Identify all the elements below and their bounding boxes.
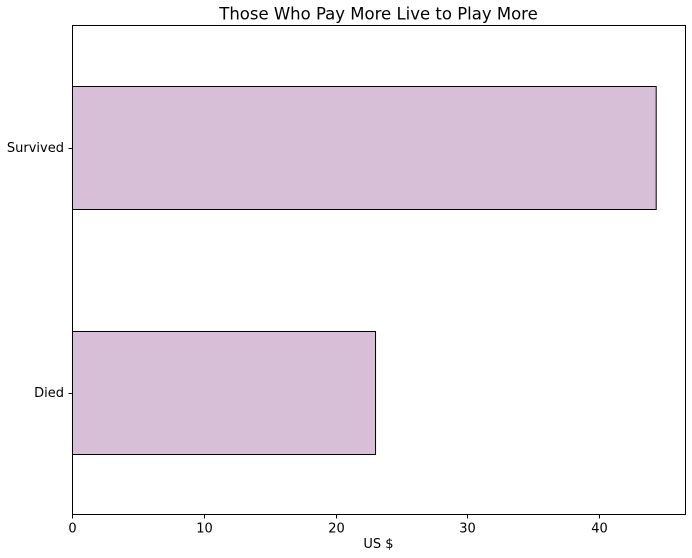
chart-title: Those Who Pay More Live to Play More (218, 5, 538, 24)
x-tick-label: 20 (328, 522, 345, 537)
y-tick-label-survived: Survived (7, 141, 64, 156)
plot-frame (72, 25, 686, 515)
x-tick-label: 30 (459, 522, 476, 537)
y-axis-ticks: Survived Died (7, 141, 72, 401)
bar-survived (72, 86, 657, 210)
x-tick-label: 0 (68, 522, 76, 537)
x-axis-label: US $ (363, 537, 393, 552)
x-tick-label: 10 (196, 522, 213, 537)
x-axis-ticks: 0 10 20 30 40 (68, 515, 608, 537)
x-tick-label: 40 (591, 522, 608, 537)
y-tick-label-died: Died (34, 386, 64, 401)
bar-died (72, 331, 377, 455)
bars-group (72, 86, 657, 455)
